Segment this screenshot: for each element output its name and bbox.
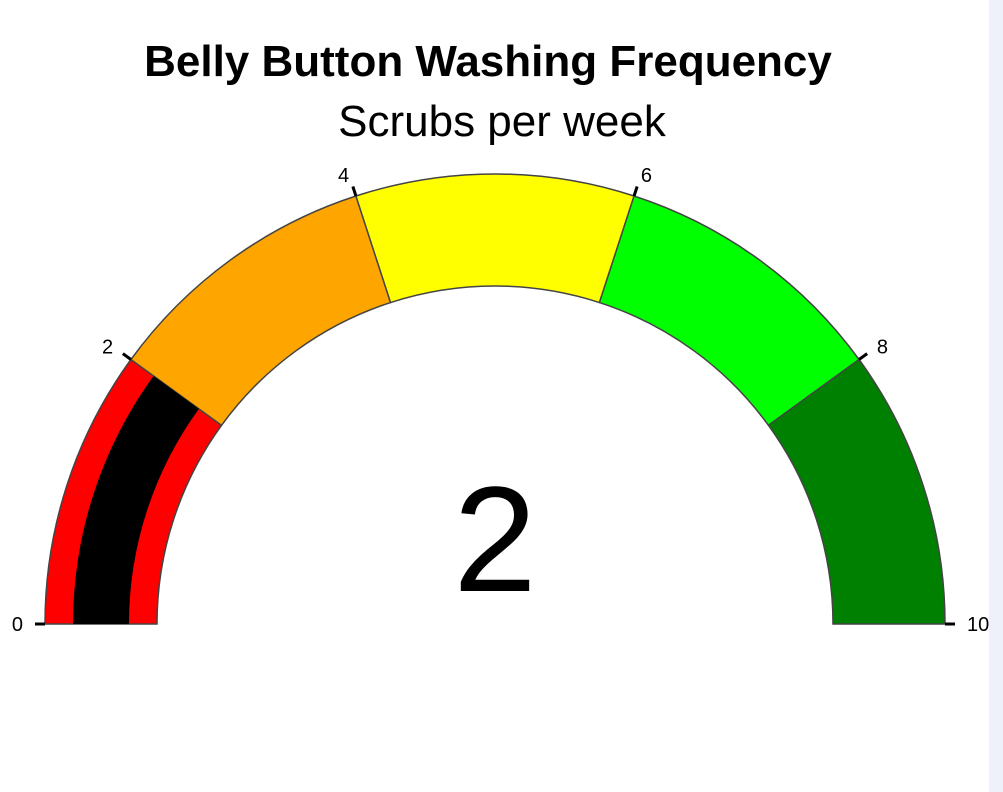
gauge-tick-4 — [351, 186, 358, 197]
gauge-tick-6 — [632, 186, 639, 197]
gauge-tick-label-8: 8 — [877, 337, 888, 359]
gauge-ticks: 0 2 4 6 8 10 — [12, 165, 989, 636]
gauge-value-bar-fill — [73, 375, 199, 624]
gauge-tick-label-4: 4 — [338, 165, 349, 187]
gauge-value-number: 2 — [453, 455, 536, 623]
gauge-tick-8 — [858, 352, 869, 361]
window-edge — [989, 0, 1003, 792]
gauge-tick-label-10: 10 — [967, 614, 989, 636]
chart-title: Belly Button Washing Frequency — [144, 37, 832, 86]
gauge-tick-label-0: 0 — [12, 614, 23, 636]
chart-subtitle: Scrubs per week — [338, 97, 667, 146]
gauge-tick-label-2: 2 — [102, 337, 113, 359]
gauge-value-bar — [73, 375, 199, 624]
gauge-tick-2 — [121, 352, 132, 361]
gauge-band-4-6 — [354, 173, 636, 304]
gauge-tick-label-6: 6 — [641, 165, 652, 187]
